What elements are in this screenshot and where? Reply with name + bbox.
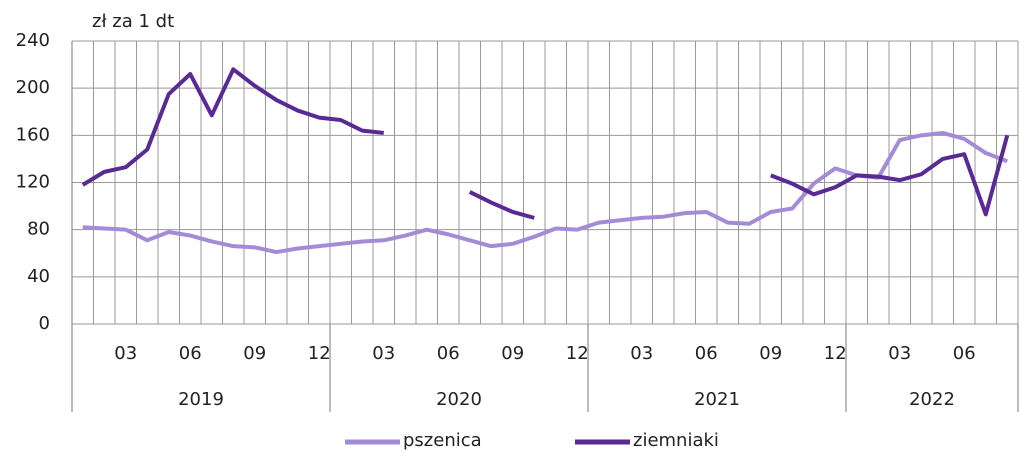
series-line — [82, 130, 1008, 255]
x-tick-label: 06 — [437, 343, 460, 364]
x-tick-label: 06 — [179, 343, 202, 364]
x-tick-label: 06 — [695, 343, 718, 364]
x-group-label: 2022 — [909, 389, 955, 410]
y-tick-label: 200 — [16, 77, 50, 98]
x-tick-label: 09 — [243, 343, 266, 364]
x-tick-label: 03 — [372, 343, 395, 364]
y-axis-label: zł za 1 dt — [92, 11, 174, 32]
y-tick-label: 240 — [16, 30, 50, 51]
y-tick-label: 120 — [16, 172, 50, 193]
x-tick-label: 03 — [114, 343, 137, 364]
y-tick-label: 0 — [39, 313, 50, 334]
x-group-label: 2021 — [694, 389, 740, 410]
legend-label: pszenica — [403, 430, 482, 451]
x-tick-label: 03 — [888, 343, 911, 364]
x-tick-label: 12 — [824, 343, 847, 364]
x-tick-label: 03 — [630, 343, 653, 364]
x-tick-label: 09 — [501, 343, 524, 364]
y-tick-label: 40 — [27, 266, 50, 287]
x-group-label: 2020 — [436, 389, 482, 410]
y-tick-label: 80 — [27, 219, 50, 240]
y-tick-label: 160 — [16, 124, 50, 145]
x-tick-label: 12 — [308, 343, 331, 364]
x-tick-label: 12 — [566, 343, 589, 364]
x-tick-label: 06 — [953, 343, 976, 364]
x-group-label: 2019 — [178, 389, 224, 410]
x-tick-label: 09 — [759, 343, 782, 364]
legend-label: ziemniaki — [633, 430, 719, 451]
series-line — [81, 67, 1010, 220]
